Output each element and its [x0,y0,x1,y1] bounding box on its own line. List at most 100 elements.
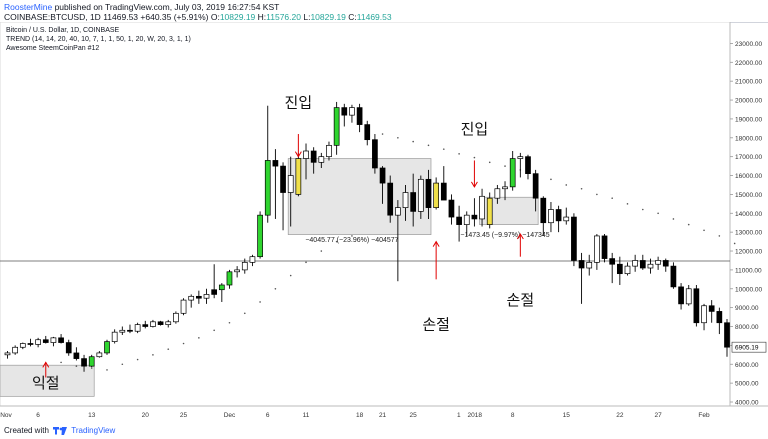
trend-dot [687,223,690,226]
candle-body [662,260,669,267]
current-price-label: 6905.19 [735,345,759,352]
candle-body [364,124,371,141]
candle-body [19,343,26,348]
symbol-name: COINBASE:BTCUSD, 1D [4,12,101,22]
trend-dot [442,148,445,150]
time-tick-label: 20 [142,412,150,419]
candle-body [333,107,340,146]
candle-body [134,324,141,332]
candle-body [356,107,363,125]
candle-body [410,192,417,212]
candle-body [35,339,41,345]
time-tick-label: 2018 [468,412,483,419]
price-tick-label: 5000.00 [735,381,759,388]
trend-dot [90,367,93,369]
candle-body [88,356,95,367]
author-link[interactable]: RoosterMine [4,2,53,12]
candle-body [609,258,616,265]
trend-dot [427,144,430,147]
candle-body [486,197,493,225]
time-tick-label: 11 [303,412,310,419]
price-tick-label: 21000.00 [735,79,762,86]
time-tick-label: 15 [563,412,571,419]
price-tick-label: 23000.00 [735,41,762,48]
indicator-trend[interactable]: TREND (14, 14, 20, 40, 10, 7, 1, 1, 50, … [6,36,191,43]
price-tick-label: 6000.00 [735,362,759,369]
footer: Created with TradingView [4,426,115,436]
candle-body [157,321,164,325]
price-tick-label: 19000.00 [735,116,762,123]
candle-body [127,329,133,332]
price-tick-label: 10000.00 [735,286,762,293]
annotation-arrowhead [516,233,524,240]
trend-dot [718,235,721,237]
trend-dot [580,187,583,190]
candle-body [58,337,64,343]
trend-dot [672,218,675,220]
candle-body [670,265,677,288]
trend-dot [550,178,552,181]
trend-dot [75,365,78,367]
candle-body [525,156,531,175]
trend-dot [106,369,108,371]
candle-body [218,284,225,291]
candle-body [295,158,302,195]
candle-body [586,261,593,269]
price-tick-label: 14000.00 [735,211,762,218]
annotation-label: 손절 [422,315,450,333]
time-tick-label: 27 [654,412,662,419]
candle-body [96,352,103,358]
candle-body [81,358,87,367]
candle-body [548,209,554,224]
candle-body [655,260,661,265]
trend-dot [243,312,246,315]
candle-body [142,324,149,327]
price-chart[interactable]: −4045.77 (−23.96%) −404577 −1473.45 (−9.9… [0,22,768,424]
price-tick-label: 12000.00 [735,249,762,256]
candle-body [272,160,279,167]
tradingview-brand[interactable]: TradingView [71,426,116,435]
candle-body [647,263,654,269]
trend-dot [642,208,644,211]
candle-body [463,214,470,225]
time-tick-label: 6 [266,412,270,419]
published-text: published on TradingView.com, July 03, 2… [54,2,280,12]
candle-body [379,167,386,184]
time-tick-label: 8 [511,412,515,419]
candle-body [326,144,332,158]
current-price-tag [731,341,767,353]
candle-body [234,269,240,273]
trend-dot [228,321,231,324]
candle-body [509,158,516,188]
candle-body [372,139,378,169]
candle-body [417,178,424,212]
trend-dot [289,274,292,277]
trend-dot [397,136,399,139]
trend-dot [611,197,613,199]
time-tick-label: 6 [36,412,40,419]
candle-body [303,150,309,159]
time-tick-label: 13 [88,412,96,419]
price-tick-label: 15000.00 [735,192,762,199]
candle-body [693,288,700,324]
candle-body [540,197,547,224]
symbol-info: COINBASE:BTCUSD, 1D 11469.53 +640.35 (+5… [4,12,392,22]
candle-body [65,342,72,354]
candle-body [104,341,110,354]
candle-body [226,271,233,286]
trend-dot [351,235,353,237]
candle-body [685,288,692,305]
candle-body [395,207,401,216]
indicator-steemcoinpan[interactable]: Awesome SteemCoinPan #12 [6,45,100,52]
annotation-arrowhead [432,240,440,247]
candle-body [150,321,156,327]
price-tick-label: 11000.00 [735,267,762,274]
candle-body [50,337,57,343]
price-tick-label: 9000.00 [735,305,759,312]
candle-body [594,235,600,263]
trend-dot [198,337,200,339]
candle-body [111,331,118,342]
time-tick-label: 21 [379,412,387,419]
candle-body [349,107,355,116]
time-tick-label: 22 [616,412,624,419]
